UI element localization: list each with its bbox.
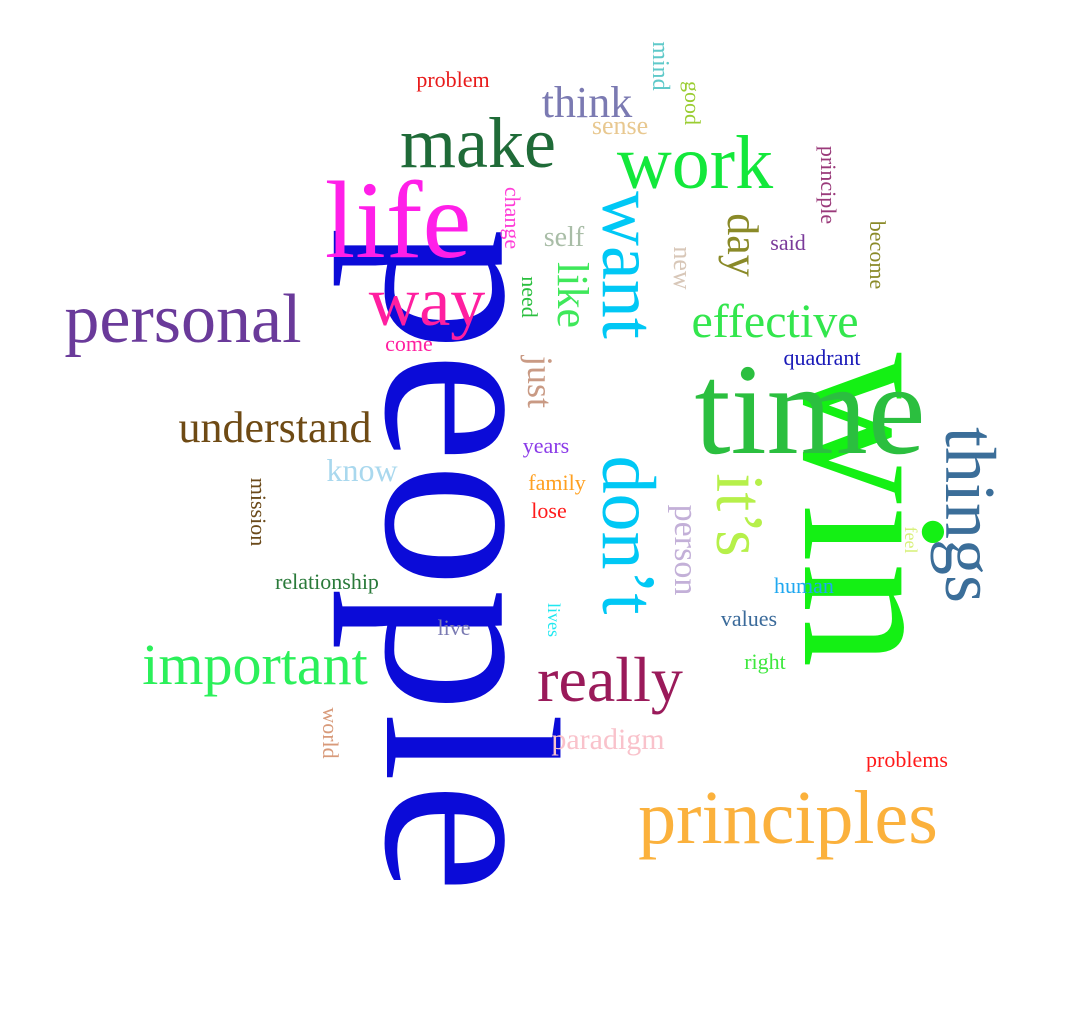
word-relationship: relationship [275, 569, 379, 594]
word-way: way [368, 264, 486, 341]
word-right: right [744, 649, 786, 674]
word-human: human [774, 573, 834, 598]
word-understand: understand [178, 403, 372, 452]
word-person: person [667, 504, 704, 596]
word-want: want [586, 191, 670, 339]
word-personal: personal [64, 281, 302, 358]
word-new: new [668, 246, 697, 290]
word-principle: principle [816, 145, 841, 225]
word-principles: principles [638, 776, 938, 860]
word-become: become [865, 220, 890, 290]
word-effective: effective [691, 295, 859, 348]
word-feel: feel [901, 526, 921, 554]
word-life: life [324, 159, 472, 281]
word-work: work [616, 121, 774, 205]
word-change: change [500, 186, 525, 250]
word-mission: mission [246, 477, 271, 547]
word-problems: problems [866, 747, 948, 772]
word-time: time [694, 338, 926, 482]
word-world: world [318, 707, 343, 759]
word-like: like [548, 262, 597, 328]
word-lose: lose [531, 498, 567, 523]
word-lives: lives [544, 603, 564, 637]
word-come: come [385, 331, 433, 356]
word-really: really [537, 644, 683, 715]
word-live: live [437, 615, 471, 640]
word-family: family [528, 470, 586, 495]
word-think: think [541, 78, 633, 127]
word-just: just [520, 355, 560, 409]
word-said: said [770, 230, 806, 255]
word-mind: mind [647, 41, 673, 91]
word-day: day [718, 213, 767, 277]
word-paradigm: paradigm [551, 723, 665, 756]
word-years: years [522, 433, 570, 458]
word-dont: don’t [586, 455, 670, 615]
word-problem: problem [416, 67, 490, 92]
word-sense: sense [591, 111, 649, 140]
word-important: important [142, 632, 368, 697]
word-need: need [517, 276, 542, 318]
word-quadrant: quadrant [783, 345, 861, 370]
word-make: make [400, 103, 556, 183]
word-values: values [720, 606, 778, 631]
word-know: know [326, 452, 398, 488]
word-things: things [930, 426, 1010, 604]
word-its: it’s [702, 473, 778, 557]
word-good: good [680, 81, 705, 125]
word-self: self [543, 222, 585, 253]
